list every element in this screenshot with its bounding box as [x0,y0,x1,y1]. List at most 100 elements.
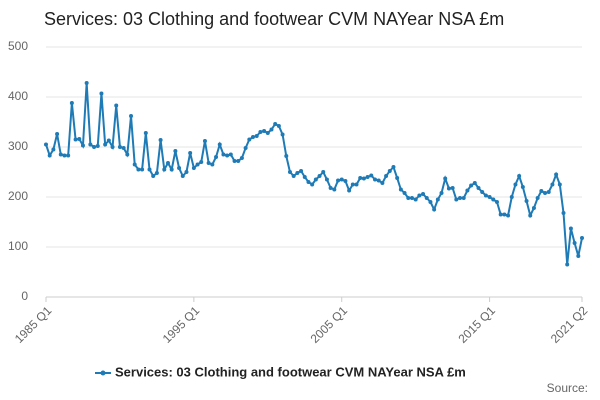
point [465,188,470,193]
point [184,170,189,174]
point [92,145,97,149]
point [324,177,329,182]
point [476,186,481,190]
point [236,159,241,163]
point [361,176,366,181]
point [372,177,377,182]
point [151,174,156,178]
point [302,175,307,179]
point [546,190,551,194]
point [258,130,263,134]
point [480,190,485,194]
point [154,171,159,175]
point [77,137,82,141]
point [347,188,352,193]
point [180,174,185,178]
point [498,212,503,217]
point [69,101,74,105]
point [472,181,477,185]
point [173,149,178,153]
point [454,197,459,202]
point [310,182,315,187]
point [140,167,145,172]
point [299,169,304,173]
point [228,152,233,157]
point [528,213,533,218]
point [199,160,204,164]
point [395,176,400,180]
point [291,174,296,178]
point [103,142,108,147]
point [535,196,540,200]
point [47,153,52,158]
point [380,181,385,185]
point [262,129,267,133]
legend-marker [100,370,106,376]
point [158,138,163,142]
point [273,122,278,126]
point [502,212,507,217]
point [169,167,174,172]
point [162,167,167,172]
point [443,176,448,181]
point [391,165,396,169]
legend-label: Services: 03 Clothing and footwear CVM N… [115,364,466,379]
series-line [45,82,583,265]
point [509,195,514,199]
point [210,162,215,167]
point [543,191,548,195]
point [506,213,511,218]
point [417,193,422,198]
point [494,200,499,204]
point [561,211,566,215]
point [121,146,126,150]
point [269,127,274,132]
point [435,197,440,202]
point [469,183,474,188]
point [406,196,411,200]
point [572,241,577,245]
point [66,153,71,158]
point [73,137,78,142]
point [221,152,226,157]
point [110,145,115,149]
point [51,147,56,152]
point [557,182,562,187]
x-tick-label: 1985 Q1 [12,303,55,346]
point [95,144,100,148]
point [384,174,389,178]
y-tick-label: 100 [8,239,28,253]
point [217,142,222,147]
point [317,174,322,178]
source: Source: [547,381,588,395]
point [147,167,152,172]
y-tick-label: 300 [8,139,28,153]
point [428,200,433,204]
point [487,195,492,199]
point [328,186,333,190]
point [568,226,573,231]
point [520,185,525,189]
point [276,124,281,128]
x-tick-label: 2005 Q1 [308,303,351,346]
point [461,196,466,200]
point [232,159,237,163]
point [517,174,522,178]
point [225,153,230,158]
point [376,178,381,183]
point [343,179,348,183]
point [513,182,518,187]
point [365,175,370,179]
point [265,131,270,135]
point [206,161,211,165]
point [398,187,403,192]
y-tick-label: 0 [21,289,28,303]
point [195,162,200,167]
point [450,186,455,190]
point [409,196,414,200]
point [446,186,451,191]
point [565,262,570,267]
point [214,155,219,159]
point [387,169,392,173]
